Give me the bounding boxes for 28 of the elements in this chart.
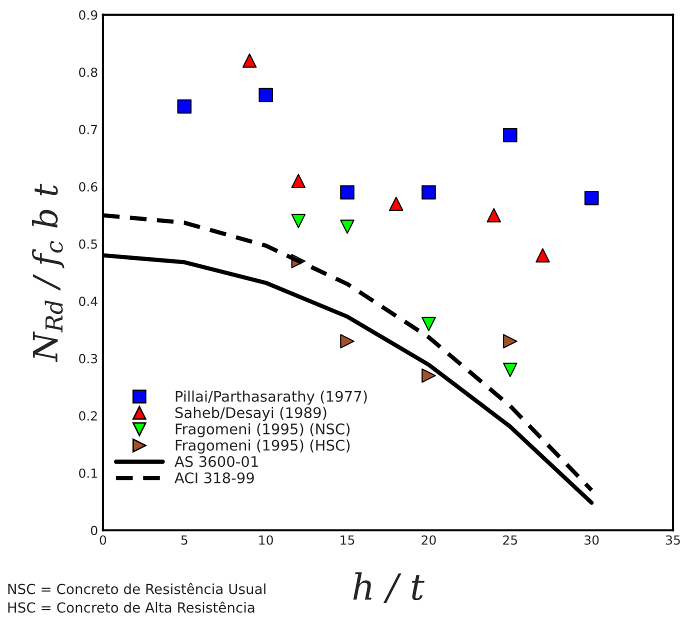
legend-label: Saheb/Desayi (1989) [175, 406, 326, 421]
y-tick-label: 0.1 [79, 468, 97, 478]
x-tick-label: 0 [100, 535, 106, 545]
y-tick-label: 0.2 [79, 411, 97, 421]
legend-label: Fragomeni (1995) (HSC) [176, 439, 350, 454]
y-tick-label: 0 [90, 526, 98, 536]
y-axis-title: N$_{Rd}$ / f$_{c}$ b t [32, 184, 64, 362]
y-tick-label: 0.3 [79, 354, 98, 364]
y-tick-label: 0.7 [79, 124, 98, 134]
y-tick-label: 0.8 [79, 68, 98, 78]
legend-label: Fragomeni (1995) (NSC) [176, 423, 350, 438]
x-tick-label: 25 [503, 535, 518, 545]
x-tick-label: 10 [259, 535, 273, 545]
text: NSC = Concreto de Resistência Usual [8, 582, 266, 594]
x-tick-label: 35 [666, 535, 680, 545]
x-tick-label: 20 [422, 535, 436, 545]
text: HSC = Concreto de Alta Resistência [8, 601, 254, 613]
x-tick-label: 30 [584, 535, 599, 545]
x-tick-label: 15 [340, 535, 354, 545]
legend-label: AS 3600-01 [174, 456, 258, 468]
y-tick-label: 0.9 [79, 10, 98, 20]
y-tick-label: 0.6 [79, 182, 98, 192]
legend-label: Pillai/Parthasarathy (1977) [176, 390, 367, 405]
x-tick-label: 5 [181, 535, 188, 545]
y-tick-label: 0.5 [79, 239, 98, 249]
y-tick-label: 0.4 [79, 296, 98, 306]
x-axis-title: h / t [353, 572, 424, 603]
legend-label: ACI 318-99 [174, 472, 254, 484]
